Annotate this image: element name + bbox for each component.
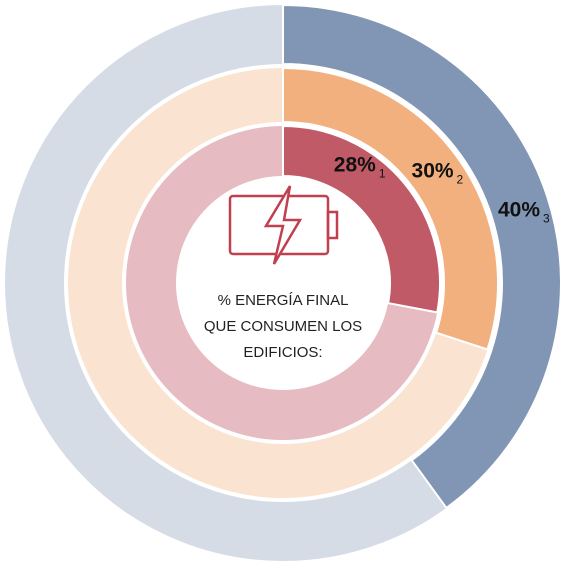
- center-line: EDIFICIOS:: [243, 344, 322, 361]
- value-label: 30% 2: [412, 160, 464, 187]
- footnote-marker: 1: [379, 167, 386, 181]
- center-line: % ENERGÍA FINAL: [218, 292, 349, 309]
- center-line: QUE CONSUMEN LOS: [204, 318, 362, 335]
- ring-segment: [282, 124, 441, 314]
- value-text: 30%: [412, 160, 454, 183]
- footnote-marker: 3: [543, 211, 550, 225]
- rings: [5, 3, 562, 561]
- ring-segment: [282, 3, 562, 510]
- value-label: 40% 3: [498, 198, 550, 225]
- labels: 28% 1 30% 2 40% 3: [334, 154, 550, 226]
- value-label: 28% 1: [334, 154, 386, 181]
- battery-icon: [228, 185, 339, 265]
- value-text: 40%: [498, 198, 540, 221]
- footnote-marker: 2: [457, 173, 464, 187]
- ring-segment: [282, 66, 499, 351]
- value-text: 28%: [334, 154, 376, 177]
